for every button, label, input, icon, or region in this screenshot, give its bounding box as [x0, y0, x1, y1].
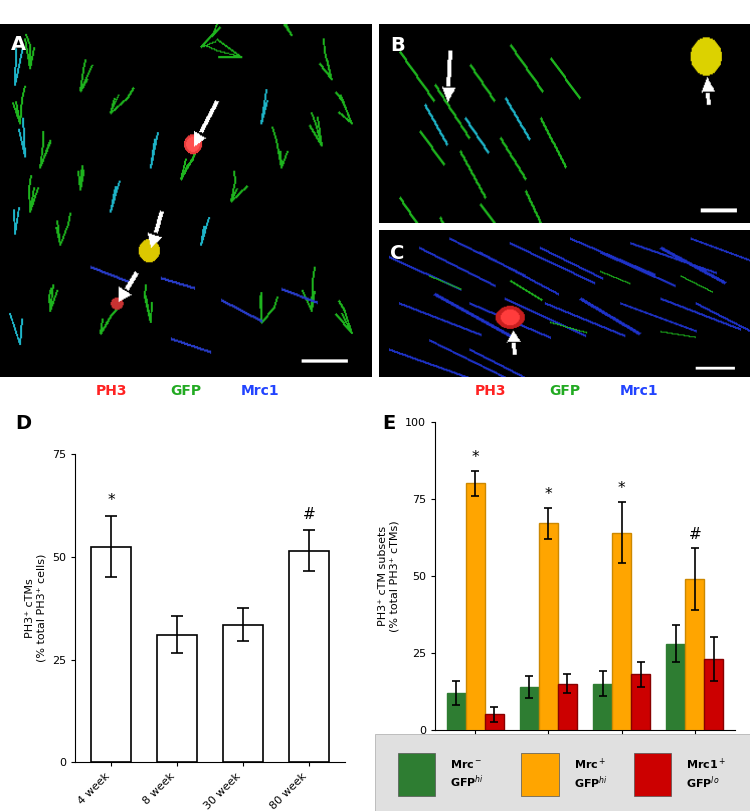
Text: E: E [382, 414, 396, 432]
Bar [686, 579, 704, 730]
Text: A: A [11, 35, 26, 54]
Bar [289, 551, 328, 762]
Bar [634, 753, 671, 796]
Bar [521, 753, 559, 796]
Bar [92, 547, 131, 762]
Text: PH3: PH3 [96, 384, 127, 398]
Text: C: C [390, 244, 404, 264]
FancyBboxPatch shape [375, 734, 750, 811]
Text: GFP: GFP [170, 384, 201, 398]
Text: PH3: PH3 [474, 384, 506, 398]
Text: Mrc1: Mrc1 [241, 384, 279, 398]
Bar [593, 684, 612, 730]
Text: D: D [15, 414, 31, 432]
Bar [447, 693, 466, 730]
Text: *: * [107, 492, 115, 508]
Bar [224, 624, 262, 762]
Bar [704, 659, 723, 730]
Text: B: B [390, 36, 405, 55]
Text: *: * [544, 487, 552, 502]
Text: *: * [472, 450, 479, 465]
Bar [539, 523, 558, 730]
Bar [558, 684, 577, 730]
Bar [666, 644, 686, 730]
Bar [484, 714, 504, 730]
Text: #: # [688, 527, 701, 542]
Bar [612, 533, 631, 730]
Text: GFP: GFP [549, 384, 580, 398]
Text: Mrc$^-$
GFP$^{hi}$: Mrc$^-$ GFP$^{hi}$ [450, 758, 484, 790]
Text: #: # [302, 507, 315, 522]
Y-axis label: PH3⁺ cTM subsets
(% total PH3⁺ cTMs): PH3⁺ cTM subsets (% total PH3⁺ cTMs) [378, 520, 400, 632]
Y-axis label: PH3⁺ cTMs
(% total PH3⁺ cells): PH3⁺ cTMs (% total PH3⁺ cells) [25, 554, 46, 663]
Bar [158, 635, 196, 762]
Bar [631, 675, 650, 730]
Text: Mrc$^+$
GFP$^{hi}$: Mrc$^+$ GFP$^{hi}$ [574, 757, 608, 792]
Text: *: * [618, 481, 626, 496]
Text: Mrc1: Mrc1 [620, 384, 658, 398]
Text: Mrc1$^+$
GFP$^{lo}$: Mrc1$^+$ GFP$^{lo}$ [686, 757, 726, 792]
Bar [520, 687, 539, 730]
Bar [466, 483, 484, 730]
Bar [398, 753, 435, 796]
